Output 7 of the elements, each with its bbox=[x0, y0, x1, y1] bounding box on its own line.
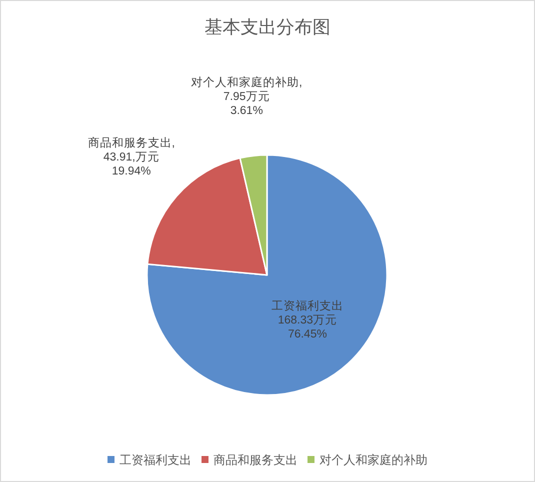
data-label: 对个人和家庭的补助, 7.95万元 3.61% bbox=[191, 75, 302, 118]
data-label: 工资福利支出 168.33万元 76.45% bbox=[271, 299, 344, 340]
data-label: 商品和服务支出, 43.91,万元 19.94% bbox=[88, 136, 175, 178]
legend-label: 工资福利支出 bbox=[120, 453, 192, 467]
chart-title: 基本支出分布图 bbox=[204, 17, 330, 37]
legend-label: 对个人和家庭的补助 bbox=[320, 453, 428, 467]
legend-label: 商品和服务支出 bbox=[214, 453, 298, 467]
